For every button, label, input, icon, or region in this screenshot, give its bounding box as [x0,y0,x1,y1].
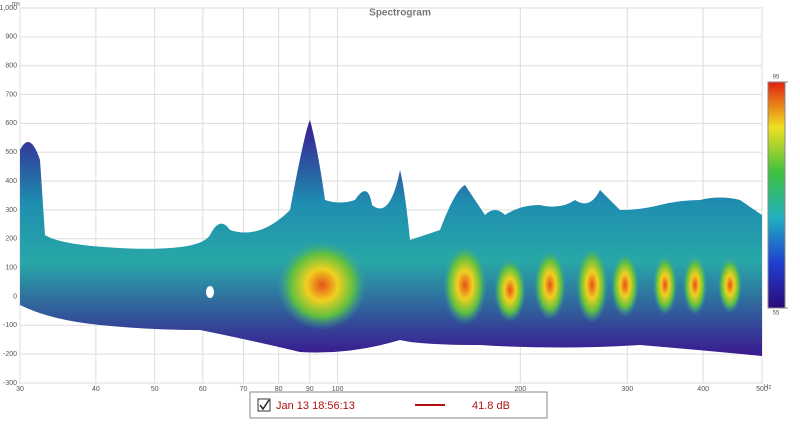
x-tick-label: 30 [16,386,24,393]
x-tick-label: 40 [92,386,100,393]
y-tick-label: 100 [5,264,17,271]
y-tick-label: -100 [3,322,17,329]
colorbar-tick-label: 55 [773,311,780,317]
y-unit: ms [12,2,20,8]
spectrogram-surface [20,120,762,356]
x-tick-label: 60 [199,386,207,393]
colorbar [767,81,786,309]
y-tick-label: -300 [3,380,17,387]
checkmark [259,399,270,411]
y-tick-label: 400 [5,178,17,185]
legend-value: 41.8 dB [472,400,510,412]
y-tick-label: 700 [5,91,17,98]
colorbar-tick-label: 95 [773,75,780,81]
x-tick-label: 50 [151,386,159,393]
y-tick-label: 600 [5,120,17,127]
x-tick-label: 100 [332,386,344,393]
x-tick-label: 500 [756,386,768,393]
legend [249,391,548,419]
x-tick-label: 80 [275,386,283,393]
chart-title: Spectrogram [369,8,431,19]
x-unit: Hz [764,385,771,391]
x-tick-label: 200 [514,386,526,393]
y-tick-label: 1,000 [0,5,17,12]
y-tick-label: 300 [5,207,17,214]
legend-name: Jan 13 18:56:13 [276,400,355,412]
x-tick-label: 300 [621,386,633,393]
y-tick-label: -200 [3,351,17,358]
x-tick-label: 400 [697,386,709,393]
y-tick-label: 200 [5,236,17,243]
y-tick-label: 900 [5,34,17,41]
y-tick-label: 800 [5,63,17,70]
x-tick-label: 70 [240,386,248,393]
y-tick-label: 0 [13,293,17,300]
x-tick-label: 90 [306,386,314,393]
y-tick-label: 500 [5,149,17,156]
